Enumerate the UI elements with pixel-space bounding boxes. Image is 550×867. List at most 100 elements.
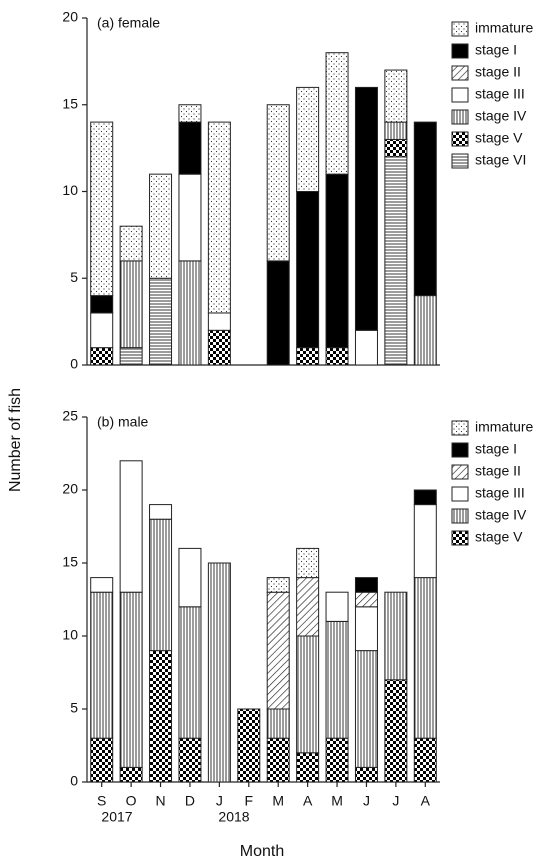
legend-label: stage III: [475, 86, 525, 102]
y-tick-label: 0: [70, 356, 78, 372]
legend-swatch: [451, 21, 469, 37]
bar-segment: [119, 225, 143, 262]
bar-segment: [178, 173, 202, 262]
bar-segment: [90, 577, 114, 593]
bar-segment: [266, 577, 290, 593]
bar-segment: [354, 650, 378, 768]
x-tick-label: A: [303, 793, 313, 809]
bar-segment: [119, 460, 143, 593]
bar-segment: [90, 121, 114, 297]
bar-segment: [354, 766, 378, 783]
bar-segment: [325, 620, 349, 739]
legend-label: immature: [475, 419, 534, 435]
legend-label: stage III: [475, 485, 525, 501]
x-tick-label: N: [155, 793, 165, 809]
bar-segment: [296, 347, 320, 366]
bar-segment: [266, 737, 290, 783]
y-tick-label: 10: [62, 627, 78, 643]
bar-segment: [325, 591, 349, 622]
x-tick-label: J: [363, 793, 370, 809]
bar-segment: [296, 752, 320, 783]
bar-segment: [296, 86, 320, 192]
y-tick-label: 10: [62, 182, 78, 198]
bar-segment: [178, 737, 202, 783]
legend-swatch: [451, 420, 469, 436]
bar-segment: [207, 329, 231, 366]
bar-segment: [413, 489, 437, 506]
bar-segment: [178, 260, 202, 366]
bar-segment: [266, 708, 290, 739]
legend-swatch: [451, 508, 469, 524]
year-label: 2018: [218, 809, 249, 825]
bar-segment: [325, 173, 349, 349]
bar-segment: [354, 329, 378, 366]
legend-label: stage II: [475, 463, 521, 479]
bar-segment: [354, 86, 378, 331]
bar-segment: [384, 156, 408, 366]
bar-segment: [149, 173, 173, 279]
bar-segment: [354, 577, 378, 593]
year-label: 2017: [101, 809, 132, 825]
bar-segment: [413, 504, 437, 579]
y-tick-label: 5: [70, 700, 78, 716]
bar-segment: [413, 295, 437, 366]
legend-label: immature: [475, 20, 534, 36]
legend-swatch: [451, 153, 469, 169]
y-tick-label: 5: [70, 269, 78, 285]
legend-label: stage II: [475, 64, 521, 80]
y-axis-label: Number of fish: [7, 388, 24, 492]
legend-label: stage V: [475, 130, 523, 146]
legend-swatch: [451, 87, 469, 103]
x-tick-label: M: [272, 793, 284, 809]
x-tick-label: S: [97, 793, 106, 809]
bar-segment: [90, 295, 114, 314]
bar-segment: [149, 518, 173, 652]
bar-segment: [266, 104, 290, 262]
bar-segment: [384, 679, 408, 783]
legend-label: stage I: [475, 42, 517, 58]
y-tick-label: 0: [70, 773, 78, 789]
y-tick-label: 20: [62, 9, 78, 25]
panel-title: (a) female: [97, 15, 160, 31]
y-tick-label: 25: [62, 408, 78, 424]
legend-swatch: [451, 109, 469, 125]
bar-segment: [90, 591, 114, 739]
bar-segment: [325, 347, 349, 366]
bar-segment: [207, 562, 231, 783]
bar-segment: [178, 104, 202, 123]
bar-segment: [90, 347, 114, 366]
bar-segment: [384, 138, 408, 158]
bar-segment: [296, 547, 320, 579]
bar-segment: [90, 737, 114, 783]
bar-segment: [325, 737, 349, 783]
y-tick-label: 15: [62, 554, 78, 570]
bar-segment: [296, 635, 320, 754]
bar-segment: [325, 52, 349, 175]
legend-swatch: [451, 442, 469, 458]
bar-segment: [266, 591, 290, 710]
bar-segment: [413, 577, 437, 739]
bar-segment: [296, 577, 320, 637]
x-tick-label: F: [245, 793, 254, 809]
legend-swatch: [451, 530, 469, 546]
bar-segment: [354, 606, 378, 652]
bar-segment: [178, 547, 202, 608]
bar-segment: [119, 347, 143, 366]
legend-swatch: [451, 464, 469, 480]
bar-segment: [119, 766, 143, 783]
legend-swatch: [451, 65, 469, 81]
bar-segment: [237, 708, 261, 783]
panel-title: (b) male: [97, 414, 149, 430]
x-tick-label: D: [185, 793, 195, 809]
x-axis-label: Month: [240, 843, 284, 860]
bar-segment: [119, 260, 143, 349]
bar-segment: [413, 121, 437, 297]
legend-label: stage IV: [475, 108, 527, 124]
bar-segment: [149, 277, 173, 366]
bar-segment: [178, 606, 202, 739]
y-tick-label: 20: [62, 481, 78, 497]
legend-label: stage I: [475, 441, 517, 457]
bar-segment: [207, 312, 231, 331]
bar-segment: [354, 591, 378, 608]
